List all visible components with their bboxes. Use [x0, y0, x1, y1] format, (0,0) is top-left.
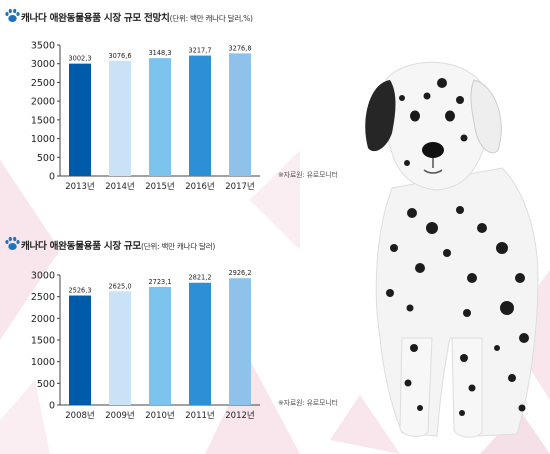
y-tick-label: 1500 — [31, 336, 55, 347]
chart-title-text: 캐나다 애완동물용품 시장 규모 — [21, 241, 141, 252]
dog-nose — [422, 142, 444, 158]
bar — [189, 55, 211, 176]
bar — [149, 286, 171, 405]
bar — [69, 63, 91, 176]
data-label: 2926,2 — [228, 269, 251, 277]
x-tick-label: 2013년 — [65, 181, 94, 192]
y-tick-label: 1500 — [31, 115, 55, 126]
y-tick-label: 500 — [37, 153, 55, 164]
y-tick-label: 3500 — [31, 41, 55, 52]
y-tick-label: 2500 — [31, 78, 55, 89]
y-tick-label: 500 — [37, 379, 55, 390]
source-note: ※자료원: 유로모니터 — [278, 399, 338, 407]
data-label: 2625,0 — [108, 282, 131, 290]
chart-title-text: 캐나다 애완동물용품 시장 규모 전망치 — [21, 13, 170, 24]
bar — [69, 295, 91, 405]
dog-ear — [470, 79, 502, 154]
chart-unit-note: (단위: 백만 캐나다 달러,%) — [169, 14, 253, 23]
data-label: 2821,2 — [188, 274, 211, 282]
data-label: 2526,3 — [68, 287, 91, 295]
chart-title: 캐나다 애완동물용품 시장 규모(단위: 백만 캐나다 달러) — [21, 238, 215, 252]
dog-spots — [386, 78, 529, 416]
data-label: 3076,6 — [108, 52, 131, 60]
y-tick-label: 0 — [49, 172, 55, 183]
x-tick-label: 2012년 — [225, 410, 254, 421]
bar — [109, 60, 131, 176]
decor-triangle — [0, 380, 50, 454]
x-tick-label: 2011년 — [185, 410, 214, 421]
data-label: 3002,3 — [68, 55, 91, 63]
chart-unit-note: (단위: 백만 캐나다 달러) — [140, 242, 216, 251]
y-tick-label: 0 — [49, 401, 55, 412]
bar — [229, 278, 251, 405]
x-tick-label: 2017년 — [225, 181, 254, 192]
decor-triangle — [330, 395, 400, 454]
dog-front-leg — [399, 337, 433, 437]
decor-triangle — [250, 150, 300, 250]
source-note: ※자료원: 유로모니터 — [278, 171, 338, 179]
x-tick-label: 2010년 — [145, 410, 174, 421]
bar — [109, 291, 131, 405]
bar — [229, 53, 251, 176]
x-tick-label: 2008년 — [65, 410, 94, 421]
bar — [189, 282, 211, 405]
bar-chart-forecast: 0 500 1000 1500 2000 2500 3000 3500 3002,3 2013년 3… — [31, 41, 260, 192]
y-tick-label: 1000 — [31, 357, 55, 368]
paw-icon — [5, 8, 20, 22]
chart-title: 캐나다 애완동물용품 시장 규모 전망치(단위: 백만 캐나다 달러,%) — [21, 10, 253, 24]
bar-chart-history: 0 500 1000 1500 2000 2500 3000 2526,3 2008년 2625,… — [31, 269, 260, 421]
paw-icon — [5, 236, 20, 250]
x-tick-label: 2009년 — [105, 410, 134, 421]
decor-triangle — [0, 160, 60, 340]
y-tick-label: 1000 — [31, 134, 55, 145]
dog-head — [381, 61, 490, 191]
dalmatian-dog-photo — [365, 61, 539, 438]
data-label: 3148,3 — [148, 49, 171, 57]
y-tick-label: 2500 — [31, 292, 55, 303]
x-tick-label: 2014년 — [105, 181, 134, 192]
data-label: 2723,1 — [148, 278, 171, 286]
x-tick-label: 2016년 — [185, 181, 214, 192]
y-tick-label: 3000 — [31, 271, 55, 282]
y-tick-label: 2000 — [31, 314, 55, 325]
dog-eye — [410, 110, 420, 122]
y-tick-label: 2000 — [31, 97, 55, 108]
dog-eye — [445, 110, 455, 122]
dog-front-leg — [451, 337, 483, 438]
dog-ear — [365, 80, 396, 152]
decor-triangle — [205, 360, 300, 454]
data-label: 3276,8 — [228, 44, 251, 52]
x-tick-label: 2015년 — [145, 181, 174, 192]
y-tick-label: 3000 — [31, 59, 55, 70]
data-label: 3217,7 — [188, 47, 211, 55]
bar — [149, 58, 171, 176]
